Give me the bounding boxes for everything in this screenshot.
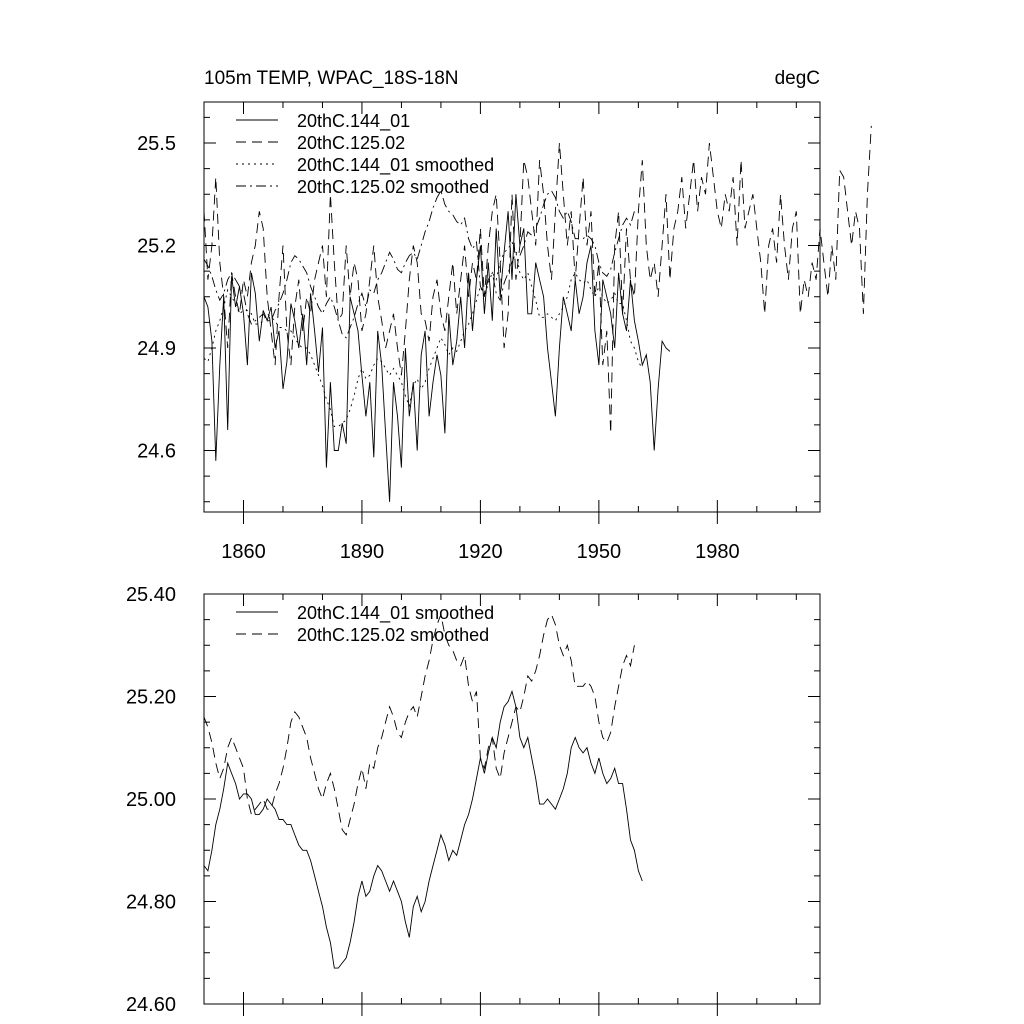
legend-label: 20thC.125.02 xyxy=(297,133,405,153)
bottom-panel: 24.60 24.80 25.00 25.20 25.40 20thC.144_01 s… xyxy=(126,584,821,1016)
series-line-20thc-125-02-smoothed xyxy=(203,189,635,339)
legend-label: 20thC.125.02 smoothed xyxy=(297,177,489,197)
x-tick-label: 1920 xyxy=(458,541,503,563)
series-line-20thc-125-02-smoothed xyxy=(203,612,635,836)
legend-label: 20thC.144_01 smoothed xyxy=(297,155,494,176)
y-tick-label: 25.20 xyxy=(126,687,176,709)
y-tick-label: 24.80 xyxy=(126,892,176,914)
y-tick-label: 25.2 xyxy=(137,236,176,258)
series-line-20thc-144-01 xyxy=(203,194,671,502)
legend-label: 20thC.144_01 xyxy=(297,111,410,132)
bottom-plot-lines xyxy=(203,612,643,969)
y-tick-label: 24.6 xyxy=(137,441,176,463)
units-label: degC xyxy=(775,68,820,89)
y-tick-label: 24.9 xyxy=(137,338,176,360)
legend-label: 20thC.125.02 smoothed xyxy=(297,625,489,645)
bottom-plot-frame xyxy=(203,593,821,1005)
y-tick-label: 24.60 xyxy=(126,994,176,1016)
x-tick-label: 1890 xyxy=(340,541,385,563)
series-line-20thc-125-02 xyxy=(203,125,872,434)
legend-label: 20thC.144_01 smoothed xyxy=(297,603,494,624)
series-line-20thc-144-01-smoothed xyxy=(203,689,643,969)
x-tick-label: 1980 xyxy=(695,541,740,563)
x-tick-label: 1950 xyxy=(577,541,622,563)
y-tick-label: 25.5 xyxy=(137,133,176,155)
y-tick-label: 25.00 xyxy=(126,789,176,811)
chart-title: 105m TEMP, WPAC_18S-18N xyxy=(204,68,459,89)
bottom-axis-ticks: 24.60 24.80 25.00 25.20 25.40 xyxy=(126,584,820,1016)
top-axis-ticks: 1860 1890 1920 1950 1980 24.6 24.9 25.2 25.5 xyxy=(137,102,820,563)
top-plot-frame xyxy=(203,101,821,513)
series-line-20thc-144-01-smoothed xyxy=(203,241,643,428)
top-plot-lines xyxy=(203,125,872,502)
y-tick-label: 25.40 xyxy=(126,584,176,606)
x-tick-label: 1860 xyxy=(221,541,266,563)
top-panel: 105m TEMP, WPAC_18S-18N degC 1860 1890 192… xyxy=(137,68,872,563)
